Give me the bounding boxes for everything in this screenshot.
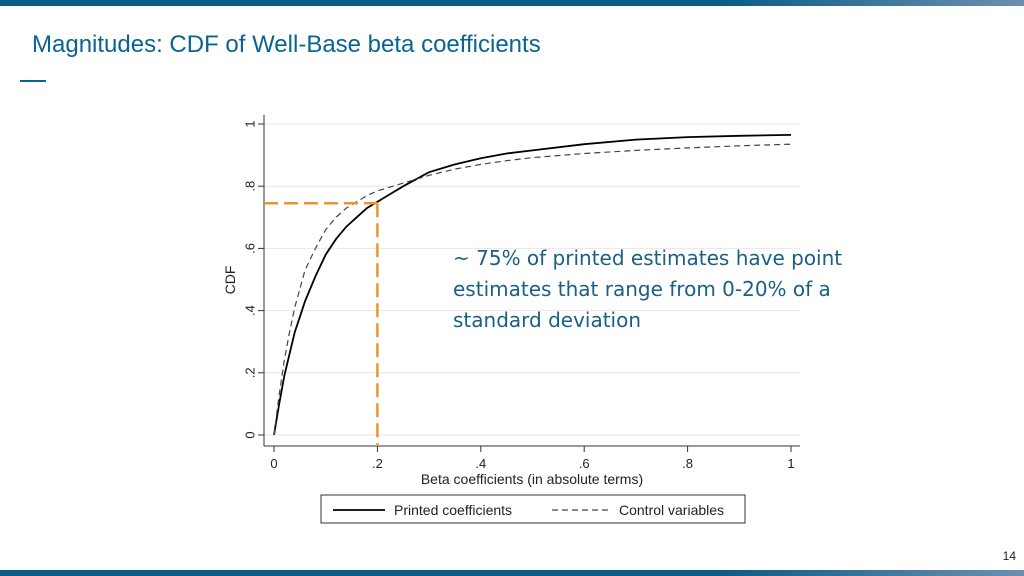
legend-box	[320, 494, 746, 524]
slide-title: Magnitudes: CDF of Well-Base beta coeffi…	[32, 31, 541, 58]
page-number: 14	[1002, 549, 1016, 563]
top-accent-bar-right	[720, 0, 1024, 6]
top-accent-bar	[0, 0, 1024, 6]
y-tick-label: .8	[243, 181, 258, 192]
x-tick-label: .2	[372, 456, 383, 471]
y-tick-label: .4	[243, 305, 258, 316]
x-tick-label: .8	[682, 456, 693, 471]
x-tick-label: 0	[270, 456, 277, 471]
legend-label-control-variables: Control variables	[619, 502, 724, 518]
x-axis-title: Beta coefficients (in absolute terms)	[421, 471, 643, 487]
x-tick-label: .6	[579, 456, 590, 471]
y-tick-label: 1	[243, 120, 258, 127]
top-accent-bar-left	[0, 0, 720, 6]
chart-annotation: ~ 75% of printed estimates have point es…	[453, 246, 843, 332]
x-tick-label: .4	[475, 456, 486, 471]
series-line-printed-coefficients	[273, 134, 792, 436]
bottom-accent-bar-right	[720, 570, 1024, 576]
x-tick-label: 1	[787, 456, 794, 471]
y-tick-label: .6	[243, 243, 258, 254]
y-tick-label: .2	[243, 367, 258, 378]
bottom-accent-bar	[0, 570, 1024, 576]
legend-label-printed-coefficients: Printed coefficients	[394, 502, 512, 518]
title-underline-dash	[20, 80, 46, 82]
y-axis-title: CDF	[222, 266, 238, 295]
bottom-accent-bar-left	[0, 570, 720, 576]
y-tick-label: 0	[243, 431, 258, 438]
